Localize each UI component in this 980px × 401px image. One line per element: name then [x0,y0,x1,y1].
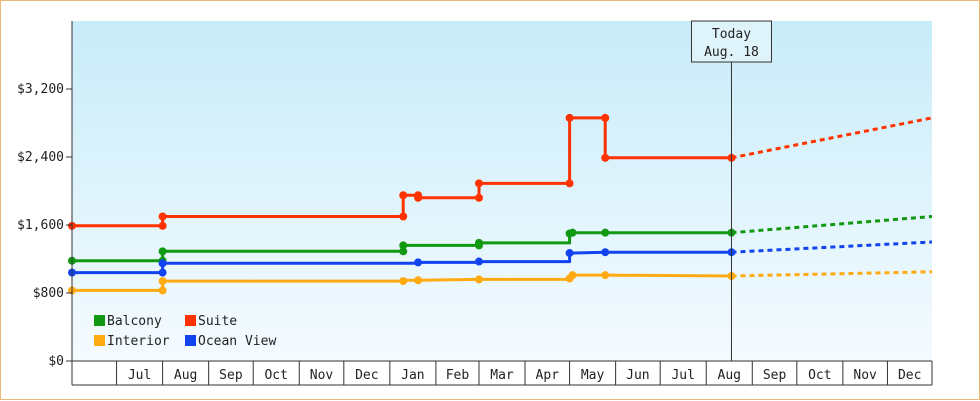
x-ticks: Jul Aug Sep Oct Nov Dec Jan Feb Mar Apr May Jun Jul A… [116,361,933,385]
y-ticks: $0 $800 $1,600 $2,400 $3,200 [17,82,72,369]
data-point-suite [474,193,483,202]
today-marker: Today Aug. 18 [690,20,772,361]
today-date: Aug. 18 [704,45,759,60]
x-tick-label: Feb [446,368,470,383]
legend-label-suite: Suite [198,314,237,329]
y-tick-label: $2,400 [17,150,64,165]
forecast-line-balcony [731,215,933,235]
legend-label-ocean-view: Ocean View [198,334,276,349]
data-point-suite [601,113,610,122]
legend-swatch-balcony [94,315,105,326]
data-point-ocean-view [601,248,610,257]
data-point-balcony [158,247,167,256]
data-point-balcony [601,228,610,237]
data-point-suite [399,212,408,221]
x-tick-label: Nov [310,368,334,383]
series-line-suite [72,116,732,228]
x-tick-label: Oct [808,368,831,383]
x-tick-label: Dec [898,368,921,383]
data-point-interior [158,286,167,295]
x-tick-label: Jun [626,368,649,383]
x-tick-label: Dec [355,368,378,383]
data-point-suite [158,212,167,221]
legend: Balcony Suite Interior Ocean View [94,314,276,349]
series-ocean-view [68,240,933,277]
data-point-ocean-view [474,257,483,266]
x-tick-label: Sep [219,368,243,383]
series-balcony [68,215,933,265]
series-layer [68,113,933,295]
data-point-suite [601,153,610,162]
today-box [690,20,772,63]
series-suite [68,113,933,230]
plot-background [72,21,932,361]
x-tick-label: Nov [853,368,877,383]
legend-swatch-ocean-view [185,335,196,346]
data-point-balcony [474,238,483,247]
axes [71,21,932,386]
data-point-balcony [399,247,408,256]
legend-label-interior: Interior [107,334,170,349]
x-tick-label: Jul [671,368,694,383]
data-point-suite [565,179,574,188]
x-tick-label: Sep [763,368,787,383]
x-tick-label: Aug [174,368,197,383]
data-point-interior [399,277,408,286]
data-point-suite [565,113,574,122]
y-tick-label: $800 [33,286,64,301]
data-point-interior [158,277,167,286]
x-tick-label: Mar [490,368,514,383]
legend-label-balcony: Balcony [107,314,162,329]
data-point-ocean-view [158,259,167,268]
forecast-line-interior [731,270,933,278]
data-point-balcony [568,228,577,237]
data-point-ocean-view [565,249,574,258]
y-tick-label: $0 [48,354,64,369]
data-point-ocean-view [158,268,167,277]
x-tick-label: Aug [718,368,741,383]
data-point-suite [414,193,423,202]
data-point-ocean-view [414,258,423,267]
today-label: Today [712,27,751,42]
data-point-interior [568,271,577,280]
x-tick-label: Jan [401,368,424,383]
x-tick-label: Oct [264,368,287,383]
y-tick-label: $3,200 [17,82,64,97]
data-point-suite [399,191,408,200]
data-point-suite [474,179,483,188]
data-point-interior [601,271,610,280]
forecast-line-ocean-view [731,240,933,254]
forecast-line-suite [731,116,933,160]
legend-swatch-suite [185,315,196,326]
data-point-suite [158,221,167,230]
x-tick-label: Apr [536,368,560,383]
legend-swatch-interior [94,335,105,346]
data-point-interior [474,275,483,284]
series-interior [68,270,933,295]
y-tick-label: $1,600 [17,218,64,233]
x-tick-label: May [581,368,605,383]
x-tick-label: Jul [128,368,151,383]
data-point-balcony [399,241,408,250]
data-point-interior [414,276,423,285]
